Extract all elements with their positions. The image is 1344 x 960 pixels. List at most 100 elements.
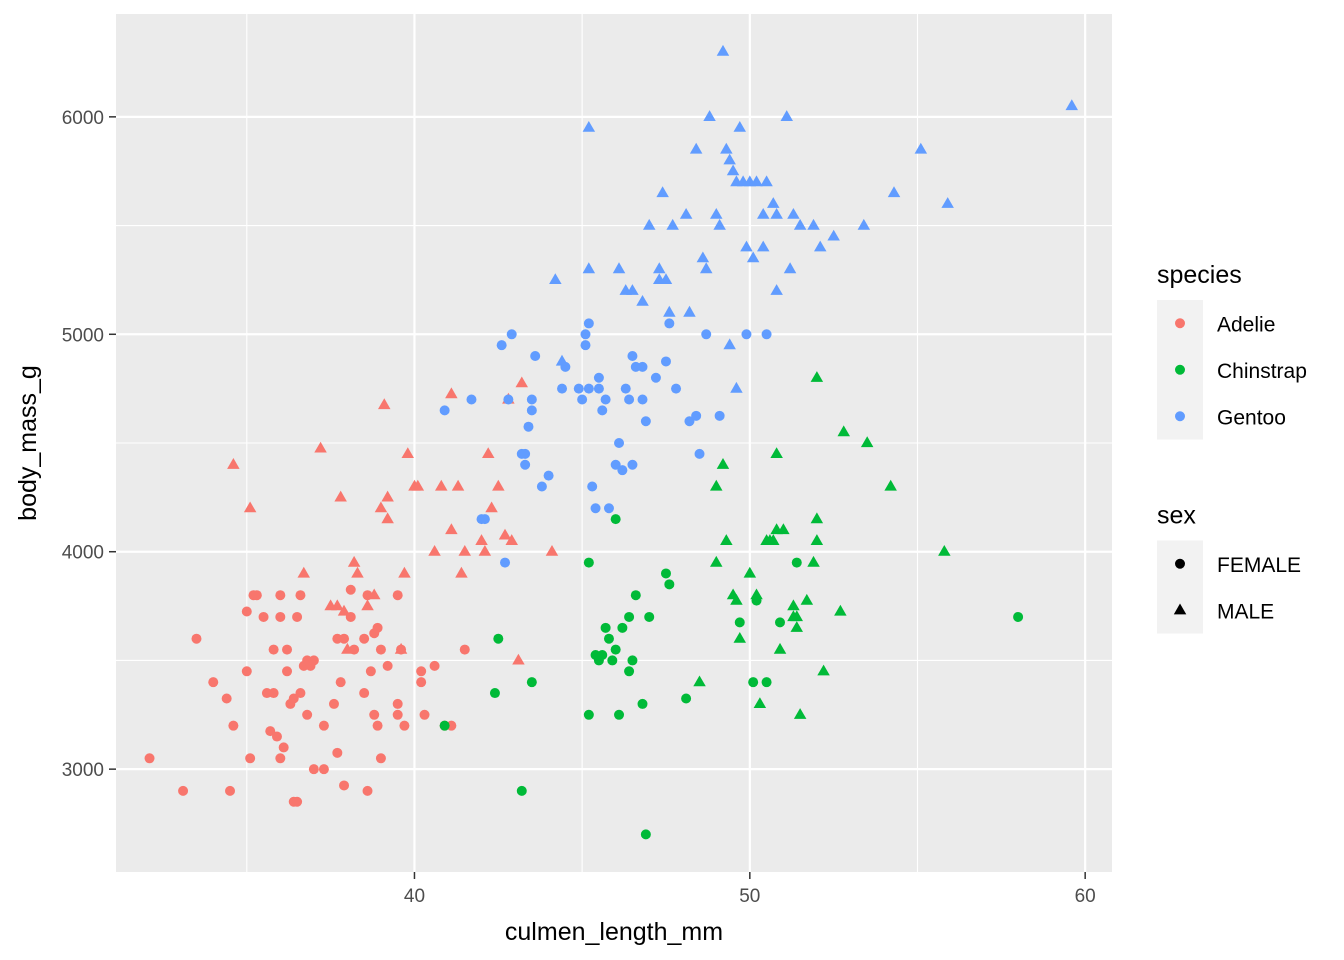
gentoo-male-point	[716, 44, 730, 56]
gentoo-female-point	[671, 383, 682, 394]
chinstrap-male-point	[938, 545, 951, 556]
gentoo-male-point	[770, 284, 783, 295]
adelie-female-point	[369, 709, 380, 720]
chinstrap-male-point	[693, 675, 706, 687]
data-points	[144, 44, 1078, 840]
gentoo-female-point	[587, 481, 598, 492]
chinstrap-male-point	[793, 708, 807, 719]
gentoo-female-point	[526, 394, 537, 405]
chinstrap-male-point	[800, 593, 814, 605]
adelie-female-point	[308, 764, 319, 775]
gentoo-female-point	[741, 329, 752, 340]
axes: 40 50 60 3000 4000 5000 6000	[62, 108, 1096, 907]
adelie-female-point	[332, 747, 343, 758]
chinstrap-male-point	[750, 588, 763, 600]
x-tick-label: 50	[739, 886, 760, 907]
chinstrap-female-point	[681, 693, 692, 704]
gentoo-male-point	[612, 262, 626, 274]
gentoo-female-point	[620, 383, 631, 394]
adelie-male-point	[368, 588, 381, 600]
adelie-female-point	[318, 720, 329, 731]
chinstrap-male-point	[743, 566, 757, 578]
chinstrap-female-point	[617, 622, 628, 633]
gentoo-male-point	[827, 229, 840, 241]
gentoo-female-point	[600, 394, 611, 405]
adelie-male-point	[498, 528, 512, 540]
gentoo-male-point	[582, 262, 596, 274]
gentoo-male-point	[656, 186, 669, 198]
adelie-female-point	[268, 644, 279, 655]
gentoo-female-point	[660, 356, 671, 367]
adelie-female-point	[258, 611, 269, 622]
adelie-female-point	[459, 644, 470, 655]
chinstrap-female-point	[791, 557, 802, 568]
gentoo-female-point	[466, 394, 477, 405]
gentoo-male-point	[555, 354, 569, 366]
adelie-male-point	[545, 545, 559, 556]
gentoo-female-point	[637, 361, 648, 372]
chinstrap-male-point	[777, 523, 790, 535]
legend-key-female	[1175, 558, 1185, 569]
gentoo-female-point	[520, 459, 531, 470]
chinstrap-female-point	[516, 785, 527, 796]
gentoo-male-point	[700, 262, 713, 274]
gentoo-male-point	[710, 208, 723, 219]
adelie-female-point	[208, 677, 219, 688]
y-tick-label: 5000	[62, 325, 104, 346]
adelie-female-point	[225, 785, 236, 796]
adelie-male-point	[401, 447, 414, 458]
legend: species Adelie Chinstrap Gentoo sex FEMALE MAL…	[1157, 261, 1307, 634]
gentoo-female-point	[503, 394, 514, 405]
gentoo-female-point	[603, 503, 614, 514]
chinstrap-female-point	[624, 666, 635, 677]
adelie-female-point	[399, 720, 410, 731]
gentoo-female-point	[610, 459, 621, 470]
chinstrap-male-point	[770, 447, 783, 458]
gentoo-male-point	[767, 197, 780, 208]
gentoo-male-point	[750, 175, 763, 187]
gentoo-male-point	[689, 142, 703, 154]
adelie-male-point	[378, 398, 391, 410]
adelie-female-point	[328, 698, 339, 709]
adelie-male-point	[455, 566, 468, 578]
chinstrap-female-point	[748, 677, 759, 688]
chinstrap-female-point	[1013, 611, 1024, 622]
chinstrap-male-point	[710, 555, 723, 567]
adelie-female-point	[419, 709, 430, 720]
adelie-female-point	[339, 633, 350, 644]
gentoo-male-point	[659, 273, 673, 284]
gentoo-male-point	[726, 164, 740, 176]
y-tick-label: 3000	[62, 760, 104, 781]
gentoo-male-point	[757, 208, 770, 219]
gentoo-male-point	[730, 381, 743, 393]
adelie-female-point	[221, 693, 232, 704]
legend-label-male: MALE	[1217, 600, 1274, 623]
gentoo-male-point	[857, 218, 871, 230]
adelie-female-point	[382, 660, 393, 671]
adelie-female-point	[339, 780, 350, 791]
adelie-male-point	[505, 534, 518, 545]
chinstrap-female-point	[630, 590, 641, 601]
legend-key-chinstrap	[1175, 364, 1185, 375]
adelie-female-point	[295, 688, 306, 699]
gentoo-female-point	[580, 329, 591, 340]
chinstrap-female-point	[660, 568, 671, 579]
chinstrap-female-point	[526, 677, 537, 688]
gentoo-female-point	[439, 405, 450, 416]
gentoo-male-point	[626, 284, 639, 295]
gentoo-female-point	[691, 410, 702, 421]
chinstrap-female-point	[610, 514, 621, 525]
adelie-female-point	[275, 611, 286, 622]
gentoo-female-point	[583, 383, 594, 394]
adelie-male-point	[398, 566, 411, 578]
x-tick-label: 40	[404, 886, 425, 907]
gentoo-female-point	[536, 481, 547, 492]
adelie-female-point	[375, 753, 386, 764]
chinstrap-female-point	[644, 611, 655, 622]
gentoo-male-point	[723, 153, 736, 165]
adelie-female-point	[372, 720, 383, 731]
chinstrap-female-point	[624, 611, 635, 622]
adelie-female-point	[278, 742, 289, 753]
adelie-male-point	[331, 599, 344, 611]
